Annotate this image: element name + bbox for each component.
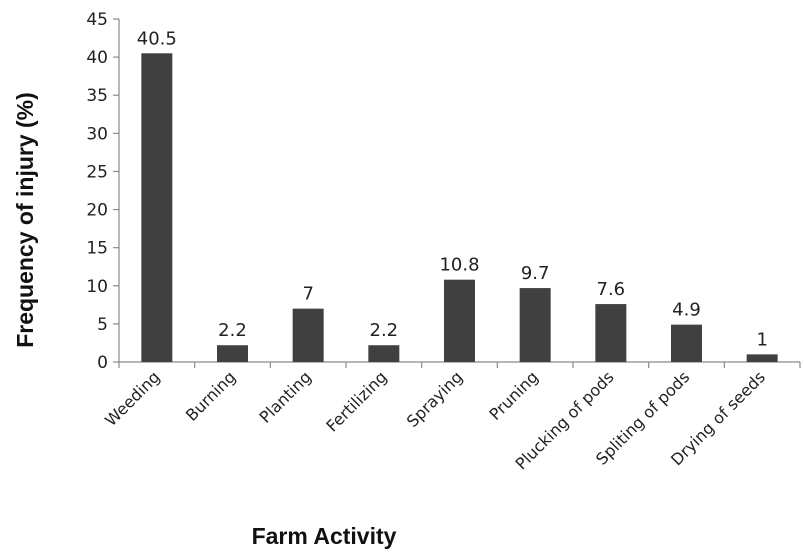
y-axis: 0 5 10 15 20 25 30 35 40 45 (86, 10, 120, 373)
category-labels: Weeding Burning Planting Fertilizing Sprayin… (101, 367, 769, 473)
bars (141, 53, 778, 363)
y-axis-title: Frequency of injury (%) (12, 92, 38, 348)
category-label: Pruning (485, 367, 542, 424)
bar (444, 279, 475, 362)
y-tick-label: 30 (86, 124, 108, 144)
data-label: 7 (302, 284, 313, 305)
x-axis-title: Farm Activity (252, 523, 397, 549)
x-axis (118, 361, 801, 368)
y-tick-label: 45 (86, 10, 108, 30)
category-label: Weeding (101, 367, 164, 430)
bar (519, 288, 551, 362)
data-label: 2.2 (218, 320, 247, 341)
y-tick-label: 10 (86, 277, 108, 297)
y-tick-label: 0 (97, 353, 108, 373)
data-labels: 40.5 2.2 7 2.2 10.8 9.7 7.6 4.9 1 (137, 28, 768, 350)
category-label: Planting (256, 367, 315, 426)
y-tick-label: 40 (86, 48, 108, 68)
y-tick-label: 25 (86, 162, 108, 182)
y-tick-label: 35 (86, 86, 108, 106)
data-label: 2.2 (370, 320, 399, 341)
data-label: 4.9 (672, 300, 701, 321)
bar (217, 345, 248, 362)
bar (292, 308, 324, 362)
category-label: Fertilizing (322, 367, 390, 435)
bar (368, 345, 400, 362)
bar (141, 53, 173, 363)
data-label: 1 (756, 329, 767, 350)
bar (671, 324, 702, 362)
y-tick-label: 15 (86, 239, 108, 259)
data-label: 7.6 (597, 279, 626, 300)
y-tick-label: 5 (97, 315, 108, 335)
data-label: 9.7 (521, 263, 550, 284)
bar (595, 304, 627, 362)
data-label: 10.8 (439, 255, 479, 276)
data-label: 40.5 (137, 28, 177, 49)
bar (746, 354, 778, 362)
category-label: Spraying (403, 367, 467, 431)
y-tick-label: 20 (86, 201, 108, 221)
category-label: Burning (182, 367, 239, 424)
